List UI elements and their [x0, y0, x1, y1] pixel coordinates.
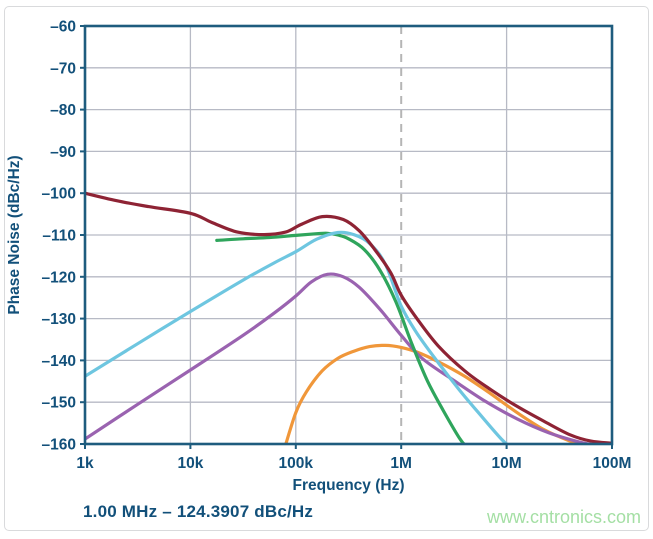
svg-text:–120: –120	[42, 269, 76, 286]
svg-text:–80: –80	[50, 102, 76, 119]
svg-text:–160: –160	[42, 437, 76, 454]
svg-text:–140: –140	[42, 353, 76, 370]
svg-text:–60: –60	[50, 19, 76, 36]
series-green	[215, 231, 467, 445]
series-cyan	[85, 230, 511, 445]
marker-readout: 1.00 MHz – 124.3907 dBc/Hz	[83, 502, 314, 521]
x-tick-labels: 1k 10k 100k 1M 10M 100M	[76, 455, 631, 472]
y-axis-title: Phase Noise (dBc/Hz)	[6, 155, 23, 314]
svg-text:–100: –100	[42, 186, 76, 203]
gridlines	[85, 26, 612, 444]
x-axis-title: Frequency (Hz)	[293, 477, 405, 494]
series-orange	[283, 343, 588, 445]
svg-text:100k: 100k	[279, 455, 314, 472]
svg-text:–70: –70	[50, 60, 76, 77]
svg-text:100M: 100M	[593, 455, 632, 472]
series-maroon	[85, 191, 612, 445]
svg-text:1k: 1k	[76, 455, 94, 472]
svg-text:–130: –130	[42, 311, 76, 328]
svg-text:–90: –90	[50, 144, 76, 161]
series-purple	[85, 272, 598, 445]
svg-text:–150: –150	[42, 395, 76, 412]
y-tick-labels: –60 –70 –80 –90 –100 –110 –120 –130 –140 –150 –160	[42, 19, 76, 454]
series-curves	[85, 191, 612, 445]
watermark: www.cntronics.com	[486, 507, 641, 527]
svg-text:1M: 1M	[390, 455, 412, 472]
svg-text:10k: 10k	[177, 455, 203, 472]
axis-ticks	[80, 25, 613, 449]
svg-text:–110: –110	[42, 228, 76, 245]
svg-text:10M: 10M	[492, 455, 522, 472]
